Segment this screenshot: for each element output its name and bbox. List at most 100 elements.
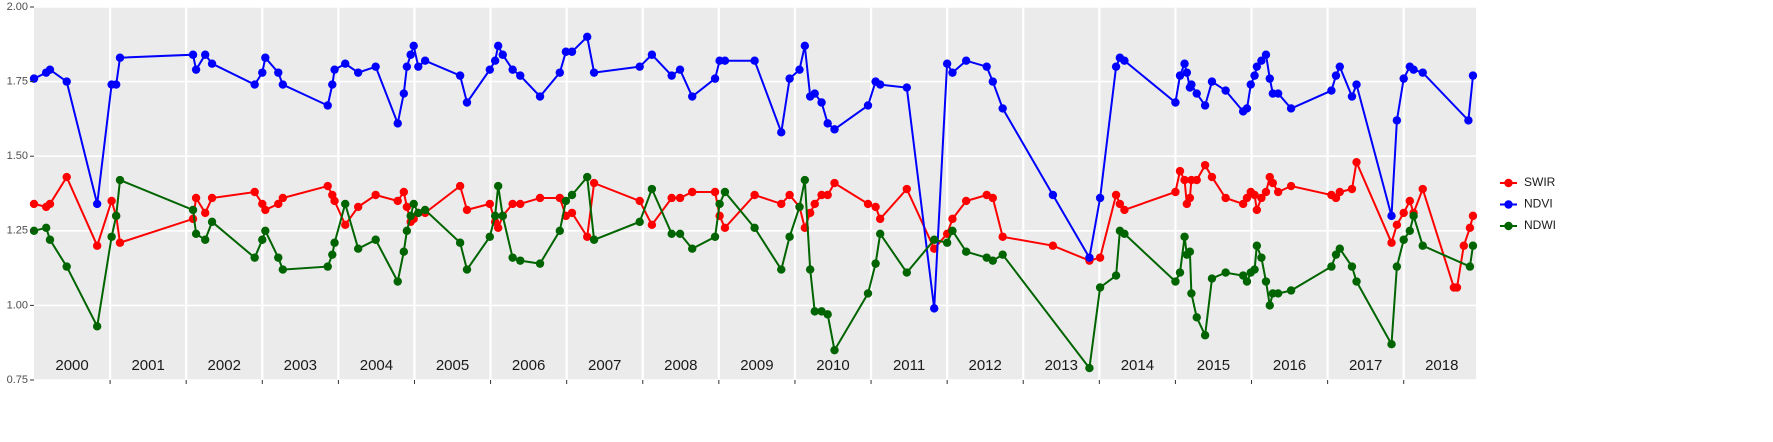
point bbox=[1468, 241, 1478, 250]
point bbox=[191, 193, 201, 203]
point bbox=[1242, 193, 1252, 203]
year-label: 2002 bbox=[208, 357, 241, 374]
point bbox=[1273, 89, 1283, 98]
point bbox=[1200, 331, 1210, 340]
point bbox=[675, 193, 685, 203]
point bbox=[508, 65, 517, 74]
point bbox=[810, 199, 819, 209]
point bbox=[1347, 92, 1357, 101]
point bbox=[1273, 289, 1283, 298]
point bbox=[455, 238, 465, 247]
point bbox=[1335, 187, 1344, 197]
year-label: 2013 bbox=[1045, 357, 1078, 374]
point bbox=[353, 244, 363, 253]
point bbox=[589, 178, 599, 188]
point bbox=[720, 223, 730, 233]
point bbox=[583, 232, 592, 241]
point bbox=[402, 62, 412, 71]
point bbox=[863, 289, 873, 298]
point bbox=[1387, 211, 1396, 221]
point bbox=[1252, 62, 1262, 71]
point bbox=[29, 74, 39, 83]
point bbox=[1465, 223, 1475, 233]
point bbox=[274, 253, 283, 262]
point bbox=[516, 71, 525, 80]
y-tick-label: 2.00 bbox=[7, 1, 28, 13]
point bbox=[1465, 262, 1475, 271]
point bbox=[1200, 160, 1210, 170]
point bbox=[261, 226, 270, 235]
point bbox=[1418, 68, 1427, 77]
point bbox=[341, 199, 350, 209]
point bbox=[805, 265, 815, 274]
point bbox=[817, 98, 826, 107]
point bbox=[111, 211, 121, 221]
point bbox=[399, 89, 409, 98]
point bbox=[191, 229, 201, 238]
point bbox=[323, 262, 332, 271]
year-label: 2004 bbox=[360, 357, 393, 374]
point bbox=[830, 125, 839, 134]
point bbox=[188, 205, 198, 215]
point bbox=[1120, 56, 1129, 65]
point bbox=[1352, 157, 1361, 167]
point bbox=[1111, 62, 1121, 71]
point bbox=[667, 229, 676, 238]
point bbox=[1257, 56, 1266, 65]
point bbox=[555, 68, 565, 77]
point bbox=[589, 68, 599, 77]
point bbox=[1221, 268, 1230, 277]
series-line bbox=[33, 174, 1474, 371]
point bbox=[455, 181, 465, 191]
point bbox=[328, 80, 337, 89]
point bbox=[1265, 301, 1274, 310]
point bbox=[1392, 262, 1402, 271]
point bbox=[1392, 220, 1402, 230]
point bbox=[647, 50, 657, 59]
point bbox=[261, 53, 270, 62]
point bbox=[750, 56, 759, 65]
point bbox=[1286, 181, 1296, 191]
point bbox=[493, 223, 503, 233]
legend-label: NDVI bbox=[1524, 197, 1553, 211]
point bbox=[948, 68, 957, 77]
point bbox=[406, 211, 415, 221]
point bbox=[393, 277, 402, 286]
point bbox=[1409, 211, 1418, 221]
point bbox=[1405, 226, 1414, 235]
point bbox=[1335, 62, 1344, 71]
point bbox=[800, 41, 810, 50]
point bbox=[1187, 80, 1196, 89]
point bbox=[1464, 116, 1473, 125]
point bbox=[589, 235, 599, 244]
year-label: 2000 bbox=[55, 357, 88, 374]
point bbox=[777, 128, 786, 137]
point bbox=[1238, 199, 1248, 209]
point bbox=[1399, 235, 1408, 244]
point bbox=[1452, 283, 1462, 292]
point bbox=[1120, 205, 1129, 215]
point bbox=[62, 77, 71, 86]
point bbox=[201, 50, 210, 59]
point bbox=[863, 199, 873, 209]
year-label: 2017 bbox=[1349, 357, 1382, 374]
point bbox=[871, 259, 880, 268]
point bbox=[1171, 277, 1180, 286]
point bbox=[462, 265, 472, 274]
point bbox=[1192, 89, 1201, 98]
point bbox=[92, 199, 102, 209]
point bbox=[1180, 175, 1189, 185]
point bbox=[341, 220, 350, 230]
point bbox=[1261, 187, 1271, 197]
point bbox=[516, 199, 525, 209]
legend-key bbox=[1504, 178, 1513, 188]
point bbox=[278, 80, 288, 89]
y-tick-label: 1.25 bbox=[7, 225, 28, 237]
point bbox=[777, 265, 786, 274]
point bbox=[353, 202, 363, 212]
point bbox=[535, 193, 545, 203]
legend-key bbox=[1504, 200, 1513, 209]
point bbox=[1207, 274, 1217, 283]
point bbox=[516, 256, 525, 265]
point bbox=[535, 259, 545, 268]
